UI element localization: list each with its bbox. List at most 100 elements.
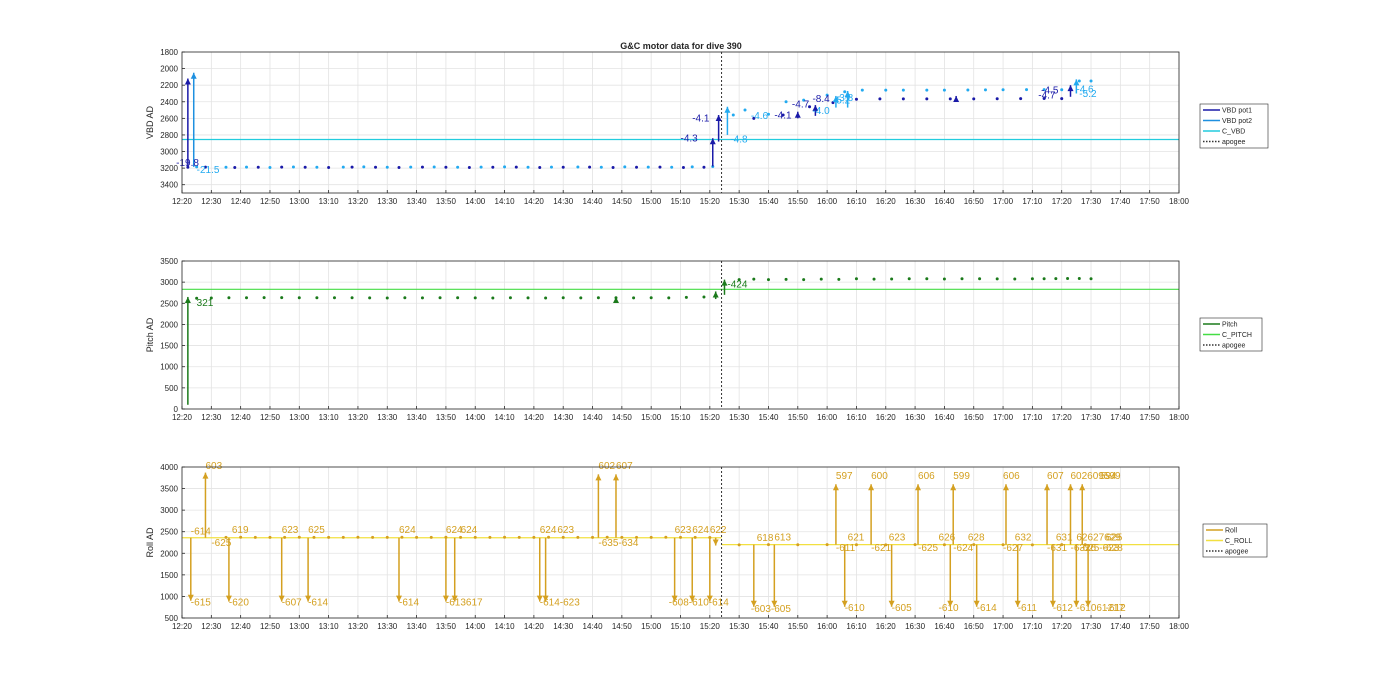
x-tick-label: 13:10 <box>319 197 340 206</box>
data-point <box>327 535 331 539</box>
data-point <box>1060 543 1064 547</box>
data-point <box>224 535 228 539</box>
data-point <box>1077 277 1081 281</box>
y-tick-label: 3400 <box>160 181 178 190</box>
legend-entry: VBD pot1 <box>1222 108 1252 115</box>
annotation-label: -611 <box>836 543 856 554</box>
data-point <box>1042 277 1046 281</box>
annotation-label: 594 <box>1100 471 1117 482</box>
data-point <box>356 535 360 539</box>
legend-entry: apogee <box>1222 343 1245 350</box>
x-tick-label: 13:20 <box>348 622 369 631</box>
annotation-label: -614 <box>191 527 211 538</box>
y-tick-label: 2000 <box>160 320 178 329</box>
annotation-label: -603-605 <box>751 604 791 615</box>
data-point <box>658 165 662 169</box>
data-point <box>256 165 260 169</box>
panel-1: 12:20 12:30 12:40 12:50 13:00 13:10 13:20 13:30… <box>145 48 1269 206</box>
annotation-label: 624 <box>692 525 709 536</box>
annotation-label: -610 <box>939 603 959 614</box>
annotation-label: -628 <box>1103 543 1123 554</box>
x-tick-label: 13:50 <box>436 413 457 422</box>
annotation-label: -625-623 <box>1079 543 1119 554</box>
data-point <box>576 535 580 539</box>
x-tick-label: 16:40 <box>934 413 955 422</box>
annotation-label: -635-634 <box>598 538 638 549</box>
x-tick-label: 17:00 <box>993 622 1014 631</box>
motor-move-arrowhead <box>953 95 960 102</box>
legend-entry: Pitch <box>1222 322 1238 329</box>
data-point <box>670 165 674 169</box>
x-tick-label: 17:20 <box>1052 622 1073 631</box>
y-tick-label: 500 <box>165 614 179 623</box>
data-point <box>649 535 653 539</box>
data-point <box>901 97 905 101</box>
motor-move-arrowhead <box>305 595 312 602</box>
annotation-label: 623 <box>282 525 299 536</box>
data-point <box>1001 543 1005 547</box>
data-point <box>942 277 946 281</box>
data-point <box>385 535 389 539</box>
data-point <box>374 165 378 169</box>
data-point <box>420 165 424 169</box>
data-point <box>549 165 553 169</box>
x-tick-label: 15:00 <box>641 197 662 206</box>
motor-move-arrowhead <box>812 105 819 112</box>
x-tick-label: 15:50 <box>788 197 809 206</box>
x-tick-label: 14:00 <box>465 622 486 631</box>
legend-entry: C_ROLL <box>1225 538 1252 545</box>
x-tick-label: 17:50 <box>1140 197 1161 206</box>
x-tick-label: 17:40 <box>1110 197 1131 206</box>
motor-move-arrowhead <box>712 291 719 298</box>
x-tick-label: 14:10 <box>495 197 516 206</box>
motor-move-arrowhead <box>278 595 285 602</box>
x-tick-label: 16:50 <box>964 197 985 206</box>
motor-move-arrowhead <box>750 600 757 607</box>
y-tick-label: 1500 <box>160 571 178 580</box>
y-tick-label: 2800 <box>160 131 178 140</box>
annotation-label: -61061217 <box>1076 603 1124 614</box>
data-point <box>623 165 627 169</box>
annotation-label: 623 <box>675 525 692 536</box>
data-point <box>224 165 228 169</box>
x-tick-label: 17:50 <box>1140 622 1161 631</box>
annotation-label: 606 <box>1003 471 1020 482</box>
x-tick-label: 12:20 <box>172 413 193 422</box>
data-point <box>332 296 336 300</box>
annotation-label: -625 <box>918 543 938 554</box>
data-point <box>802 278 806 282</box>
data-point <box>1030 543 1034 547</box>
data-point <box>239 535 243 539</box>
data-point <box>684 295 688 299</box>
data-point <box>843 90 847 94</box>
y-tick-label: 3200 <box>160 164 178 173</box>
data-point <box>995 97 999 101</box>
x-tick-label: 12:50 <box>260 413 281 422</box>
data-point <box>588 165 592 169</box>
data-point <box>400 535 404 539</box>
data-point <box>766 543 770 547</box>
data-point <box>503 535 507 539</box>
x-tick-label: 17:00 <box>993 413 1014 422</box>
annotation-label: -424 <box>727 280 747 291</box>
y-tick-label: 3000 <box>160 506 178 515</box>
legend-box <box>1199 103 1269 149</box>
data-point <box>854 277 858 281</box>
annotation-label: 623 <box>557 525 574 536</box>
y-tick-label: 1800 <box>160 48 178 57</box>
x-tick-label: 18:00 <box>1169 197 1190 206</box>
annotation-label: -4.0 <box>812 106 830 117</box>
annotation-label: 321 <box>197 298 214 309</box>
data-point <box>825 543 829 547</box>
data-point <box>784 100 788 104</box>
data-point <box>315 165 319 169</box>
annotation-label: -4.7 <box>1038 90 1056 101</box>
data-point <box>561 535 565 539</box>
annotation-label: -612 <box>1106 603 1126 614</box>
data-point <box>796 543 800 547</box>
annotation-label: -4.3 <box>681 134 699 145</box>
data-point <box>591 535 595 539</box>
x-tick-label: 17:20 <box>1052 413 1073 422</box>
x-tick-label: 16:30 <box>905 622 926 631</box>
